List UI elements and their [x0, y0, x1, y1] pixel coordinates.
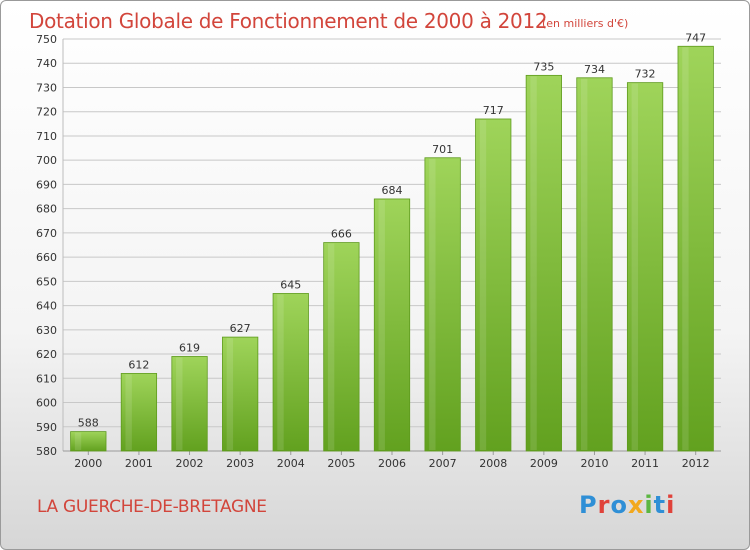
bar [222, 336, 259, 452]
chart-unit: (en milliers d'€) [542, 17, 629, 30]
x-tick-label: 2006 [378, 457, 406, 470]
y-tick-label: 690 [36, 178, 57, 191]
y-tick-label: 720 [36, 106, 57, 119]
x-tick-label: 2011 [631, 457, 659, 470]
commune-name: LA GUERCHE-DE-BRETAGNE [37, 497, 267, 517]
x-tick-label: 2004 [277, 457, 305, 470]
logo-letter: x [627, 491, 645, 519]
bar-highlight [74, 432, 82, 450]
y-tick-label: 660 [36, 251, 57, 264]
logo-letter: P [579, 491, 598, 519]
bar-highlight [682, 47, 689, 450]
bar [424, 157, 461, 452]
bar [171, 356, 208, 452]
bar [272, 293, 309, 452]
bar [120, 373, 158, 452]
bar [576, 77, 613, 452]
bar-value-label: 732 [635, 68, 656, 81]
bar-highlight [226, 338, 234, 450]
bar-value-label: 701 [432, 143, 453, 156]
bar-highlight [176, 357, 183, 450]
bar [70, 431, 107, 452]
bar-value-label: 734 [584, 63, 605, 76]
bar [626, 82, 664, 452]
y-tick-label: 640 [36, 300, 57, 313]
bar-value-label: 645 [280, 278, 301, 291]
bar-value-label: 747 [685, 31, 706, 44]
bar-highlight [125, 374, 132, 450]
logo-letter: i [666, 491, 676, 519]
y-tick-label: 620 [36, 348, 57, 361]
x-tick-label: 2008 [479, 457, 507, 470]
bar [323, 242, 360, 452]
bar-value-label: 619 [179, 341, 200, 354]
x-tick-label: 2003 [226, 457, 254, 470]
bar-value-label: 588 [78, 417, 99, 430]
y-tick-label: 670 [36, 227, 57, 240]
chart-title: Dotation Globale de Fonctionnement de 20… [29, 9, 548, 33]
logo-letter: o [610, 491, 628, 519]
bar-highlight [479, 119, 487, 450]
y-tick-label: 600 [36, 397, 57, 410]
logo-letter: r [597, 491, 611, 519]
bar-value-label: 684 [382, 184, 403, 197]
y-tick-label: 650 [36, 275, 57, 288]
x-tick-label: 2002 [176, 457, 204, 470]
bar-value-label: 666 [331, 228, 352, 241]
bar-highlight [277, 294, 284, 450]
bar [677, 45, 714, 452]
y-tick-label: 630 [36, 324, 57, 337]
bar-value-label: 612 [128, 358, 149, 371]
x-tick-label: 2012 [682, 457, 710, 470]
x-tick-label: 2000 [74, 457, 102, 470]
x-tick-label: 2007 [429, 457, 457, 470]
y-tick-label: 700 [36, 154, 57, 167]
bar-highlight [580, 78, 588, 450]
logo-letter: i [644, 491, 654, 519]
bar [525, 74, 562, 452]
bar-highlight [530, 76, 537, 451]
logo-letter: t [653, 491, 667, 519]
y-tick-label: 580 [36, 445, 57, 458]
bar-value-label: 627 [230, 322, 251, 335]
x-tick-label: 2009 [530, 457, 558, 470]
x-tick-label: 2010 [580, 457, 608, 470]
bar-highlight [631, 83, 638, 450]
bar-value-label: 735 [533, 60, 554, 73]
y-tick-label: 590 [36, 421, 57, 434]
labels: 580 590 600 610 620 630 640 650 660 670 680 690 700 7… [36, 31, 710, 470]
x-tick-label: 2005 [327, 457, 355, 470]
y-tick-label: 710 [36, 130, 57, 143]
x-tick-label: 2001 [125, 457, 153, 470]
y-tick-label: 750 [36, 33, 57, 46]
y-tick-label: 740 [36, 57, 57, 70]
bar-highlight [378, 199, 385, 450]
bar-value-label: 717 [483, 104, 504, 117]
bar-highlight [327, 243, 335, 450]
bars [70, 45, 714, 452]
bar [475, 118, 512, 452]
y-tick-label: 730 [36, 81, 57, 94]
proxiti-logo: Proxiti [579, 491, 689, 521]
y-tick-label: 610 [36, 372, 57, 385]
bar-highlight [429, 158, 436, 451]
bar [373, 198, 411, 452]
y-tick-label: 680 [36, 203, 57, 216]
